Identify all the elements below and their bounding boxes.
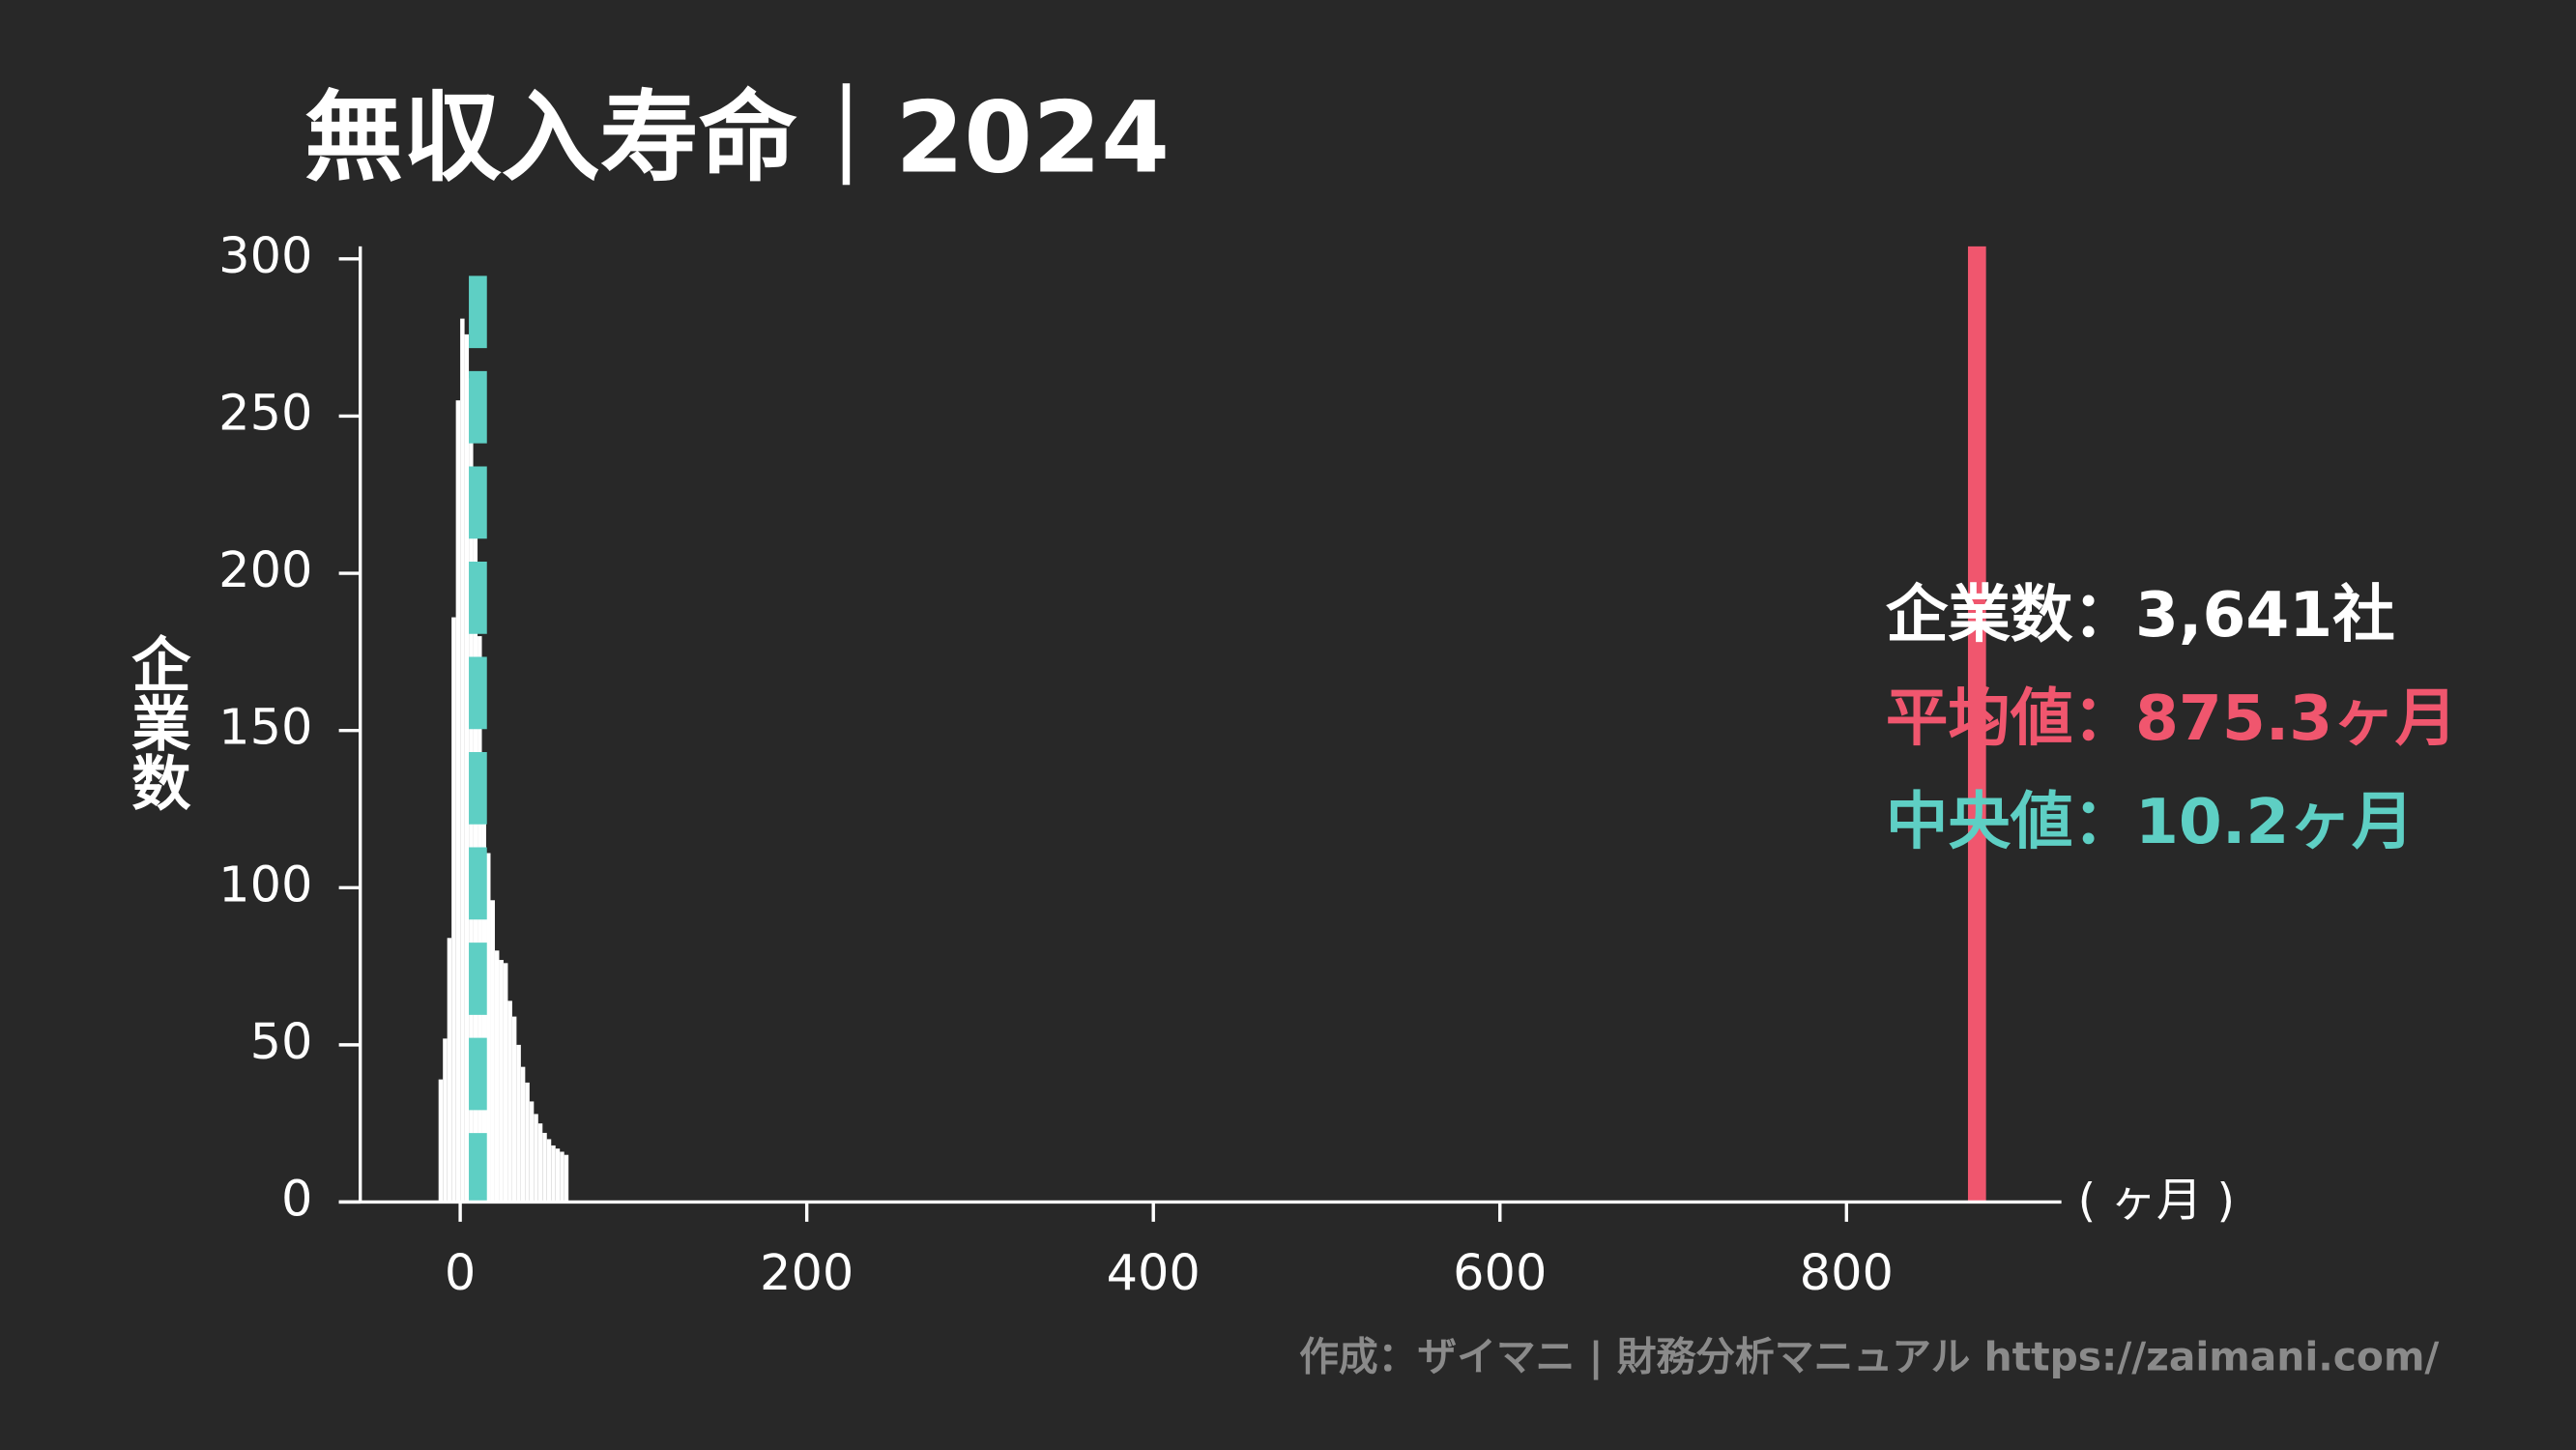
bar [464,334,470,1203]
bar [447,938,452,1203]
annotation: 企業数：3,641社 [1886,579,2395,652]
bar [537,1123,543,1203]
bar [499,960,504,1203]
y-tick-label: 0 [281,1171,312,1228]
bar [490,900,495,1203]
x-tick-label: 400 [1107,1245,1201,1302]
y-tick-label: 150 [218,700,312,757]
bar [460,318,465,1203]
bar [534,1114,538,1203]
bar [455,400,461,1203]
bar [451,617,456,1203]
x-unit-label: ( ヶ月 ) [2078,1174,2235,1228]
bar [551,1145,556,1203]
bar [520,1066,526,1203]
bar [529,1101,535,1203]
y-axis-label: 企業数 [121,634,190,812]
y-tick-label: 50 [250,1014,313,1071]
x-tick-label: 800 [1800,1245,1894,1302]
bar [525,1082,530,1203]
bar [516,1044,521,1203]
bar [443,1038,448,1203]
y-tick-label: 250 [218,385,312,442]
chart-title: 無収入寿命｜2024 [304,80,1170,195]
bar [555,1148,561,1203]
bar [564,1154,569,1203]
x-tick-label: 0 [445,1245,476,1302]
bar [507,1000,512,1203]
bar [546,1139,552,1203]
bar [503,963,508,1203]
bar [438,1079,444,1203]
bar [511,1016,517,1203]
credit: 作成：ザイマニ | 財務分析マニュアル https://zaimani.com/ [1299,1334,2439,1381]
x-tick-label: 600 [1453,1245,1547,1302]
y-tick-label: 200 [218,542,312,599]
x-tick-label: 200 [760,1245,854,1302]
annotation: 中央値：10.2ヶ月 [1886,786,2415,858]
y-tick-label: 100 [218,856,312,914]
y-tick-label: 300 [218,228,312,285]
annotation: 平均値：875.3ヶ月 [1886,682,2457,755]
bar [542,1132,547,1203]
bar [486,853,491,1203]
bar [560,1151,564,1203]
bar [494,950,500,1203]
